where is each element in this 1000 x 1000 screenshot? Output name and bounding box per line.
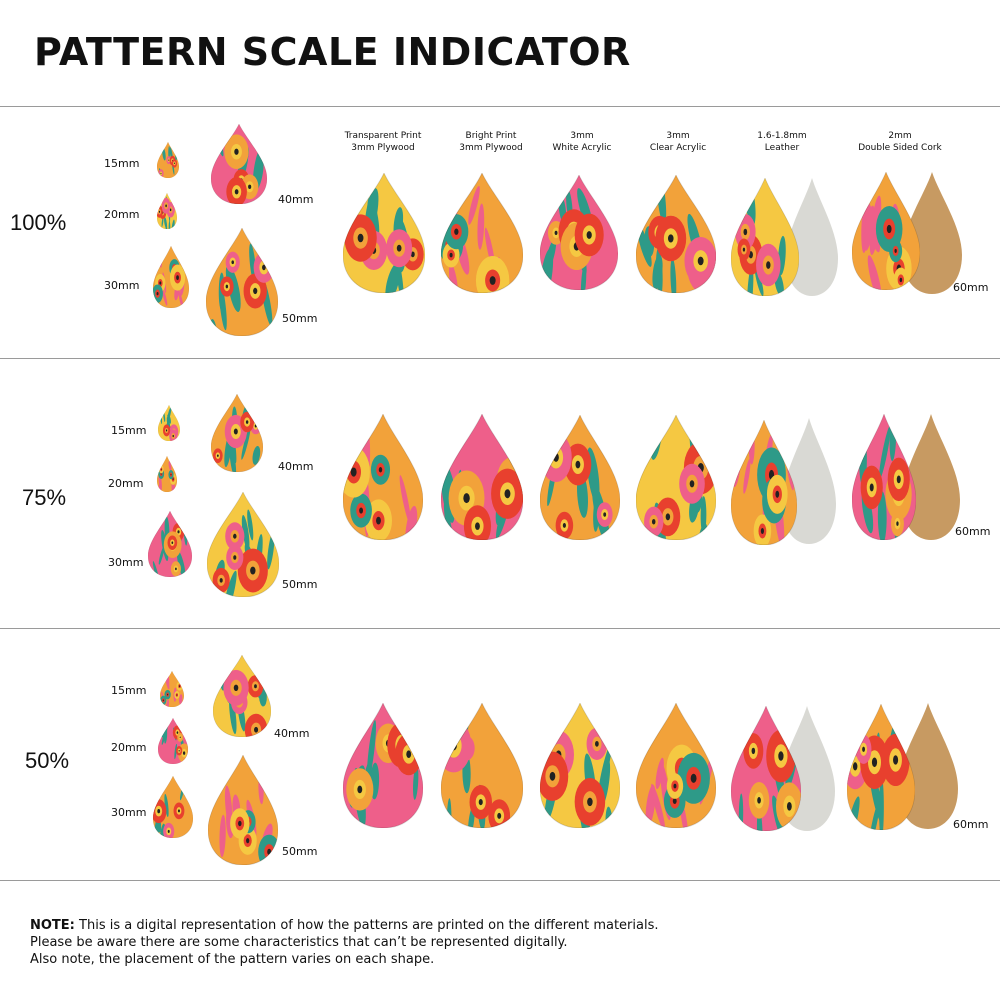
- material-sample-cork: [852, 414, 916, 540]
- material-sample-white-acrylic: [540, 175, 618, 290]
- material-sample-leather: [731, 706, 801, 831]
- material-sample-transparent-plywood: [343, 703, 423, 828]
- note-line-1: This is a digital representation of how …: [74, 918, 659, 933]
- scale-label-75: 75%: [22, 485, 67, 510]
- material-sample-cork: [852, 172, 920, 290]
- size-label-40mm: 40mm: [278, 460, 314, 473]
- size-label-15mm: 15mm: [111, 424, 147, 437]
- note-label: NOTE:: [30, 918, 75, 933]
- material-sample-bright-plywood: [441, 703, 523, 828]
- divider-1: [0, 358, 1000, 359]
- size-sample-drop: [157, 193, 177, 229]
- material-sample-transparent-plywood: [343, 173, 425, 293]
- size-sample-drop: [157, 142, 179, 178]
- material-sample-transparent-plywood: [343, 414, 423, 540]
- size-sample-drop: [211, 124, 267, 204]
- size-sample-drop: [148, 511, 192, 577]
- size-sample-drop: [153, 776, 193, 838]
- scale-label-50: 50%: [25, 748, 70, 773]
- size-label-20mm: 20mm: [111, 741, 147, 754]
- size-label-50mm: 50mm: [282, 578, 318, 591]
- note-line-3: Also note, the placement of the pattern …: [30, 952, 435, 967]
- size-label-50mm: 50mm: [282, 312, 318, 325]
- size-label-40mm: 40mm: [274, 727, 310, 740]
- column-header-transparent-plywood: Transparent Print 3mm Plywood: [344, 131, 422, 153]
- material-sample-clear-acrylic: [636, 415, 716, 540]
- size-label-50mm: 50mm: [282, 845, 318, 858]
- size-sample-drop: [157, 456, 177, 492]
- size-label-40mm: 40mm: [278, 193, 314, 206]
- cork-backing-sample: [902, 414, 960, 540]
- size-sample-drop: [160, 671, 184, 707]
- divider-bottom: [0, 880, 1000, 881]
- material-sample-bright-plywood: [441, 173, 523, 293]
- note-line-2: Please be aware there are some character…: [30, 935, 568, 950]
- size-label-30mm: 30mm: [111, 806, 147, 819]
- column-header-cork: 2mm Double Sided Cork: [858, 131, 942, 153]
- size-label-60mm: 60mm: [955, 525, 991, 538]
- leather-backing-sample: [786, 178, 838, 296]
- size-sample-drop: [158, 718, 188, 764]
- material-sample-clear-acrylic: [636, 703, 716, 828]
- material-sample-bright-plywood: [441, 414, 523, 540]
- scale-label-100: 100%: [10, 210, 67, 235]
- column-header-clear-acrylic: 3mm Clear Acrylic: [649, 131, 707, 153]
- size-label-15mm: 15mm: [104, 157, 140, 170]
- column-header-bright-plywood: Bright Print 3mm Plywood: [459, 131, 523, 153]
- size-label-60mm: 60mm: [953, 281, 989, 294]
- size-sample-drop: [213, 655, 271, 737]
- size-sample-drop: [211, 394, 263, 472]
- material-sample-white-acrylic: [540, 415, 620, 540]
- material-sample-clear-acrylic: [636, 175, 716, 293]
- column-header-leather: 1.6-1.8mm Leather: [757, 131, 807, 153]
- size-label-60mm: 60mm: [953, 818, 989, 831]
- column-header-white-acrylic: 3mm White Acrylic: [552, 131, 612, 153]
- size-sample-drop: [207, 492, 279, 597]
- divider-top: [0, 106, 1000, 107]
- divider-2: [0, 628, 1000, 629]
- size-label-30mm: 30mm: [104, 279, 140, 292]
- size-sample-drop: [153, 246, 189, 308]
- material-sample-leather: [731, 420, 797, 545]
- material-sample-leather: [731, 178, 799, 296]
- size-label-20mm: 20mm: [104, 208, 140, 221]
- size-sample-drop: [158, 405, 180, 441]
- note-text: NOTE: This is a digital representation o…: [30, 917, 659, 968]
- size-sample-drop: [206, 228, 278, 336]
- material-sample-cork: [847, 704, 915, 830]
- material-sample-white-acrylic: [540, 703, 620, 828]
- page-title: PATTERN SCALE INDICATOR: [34, 30, 631, 74]
- size-label-15mm: 15mm: [111, 684, 147, 697]
- size-sample-drop: [208, 755, 278, 865]
- size-label-30mm: 30mm: [108, 556, 144, 569]
- size-label-20mm: 20mm: [108, 477, 144, 490]
